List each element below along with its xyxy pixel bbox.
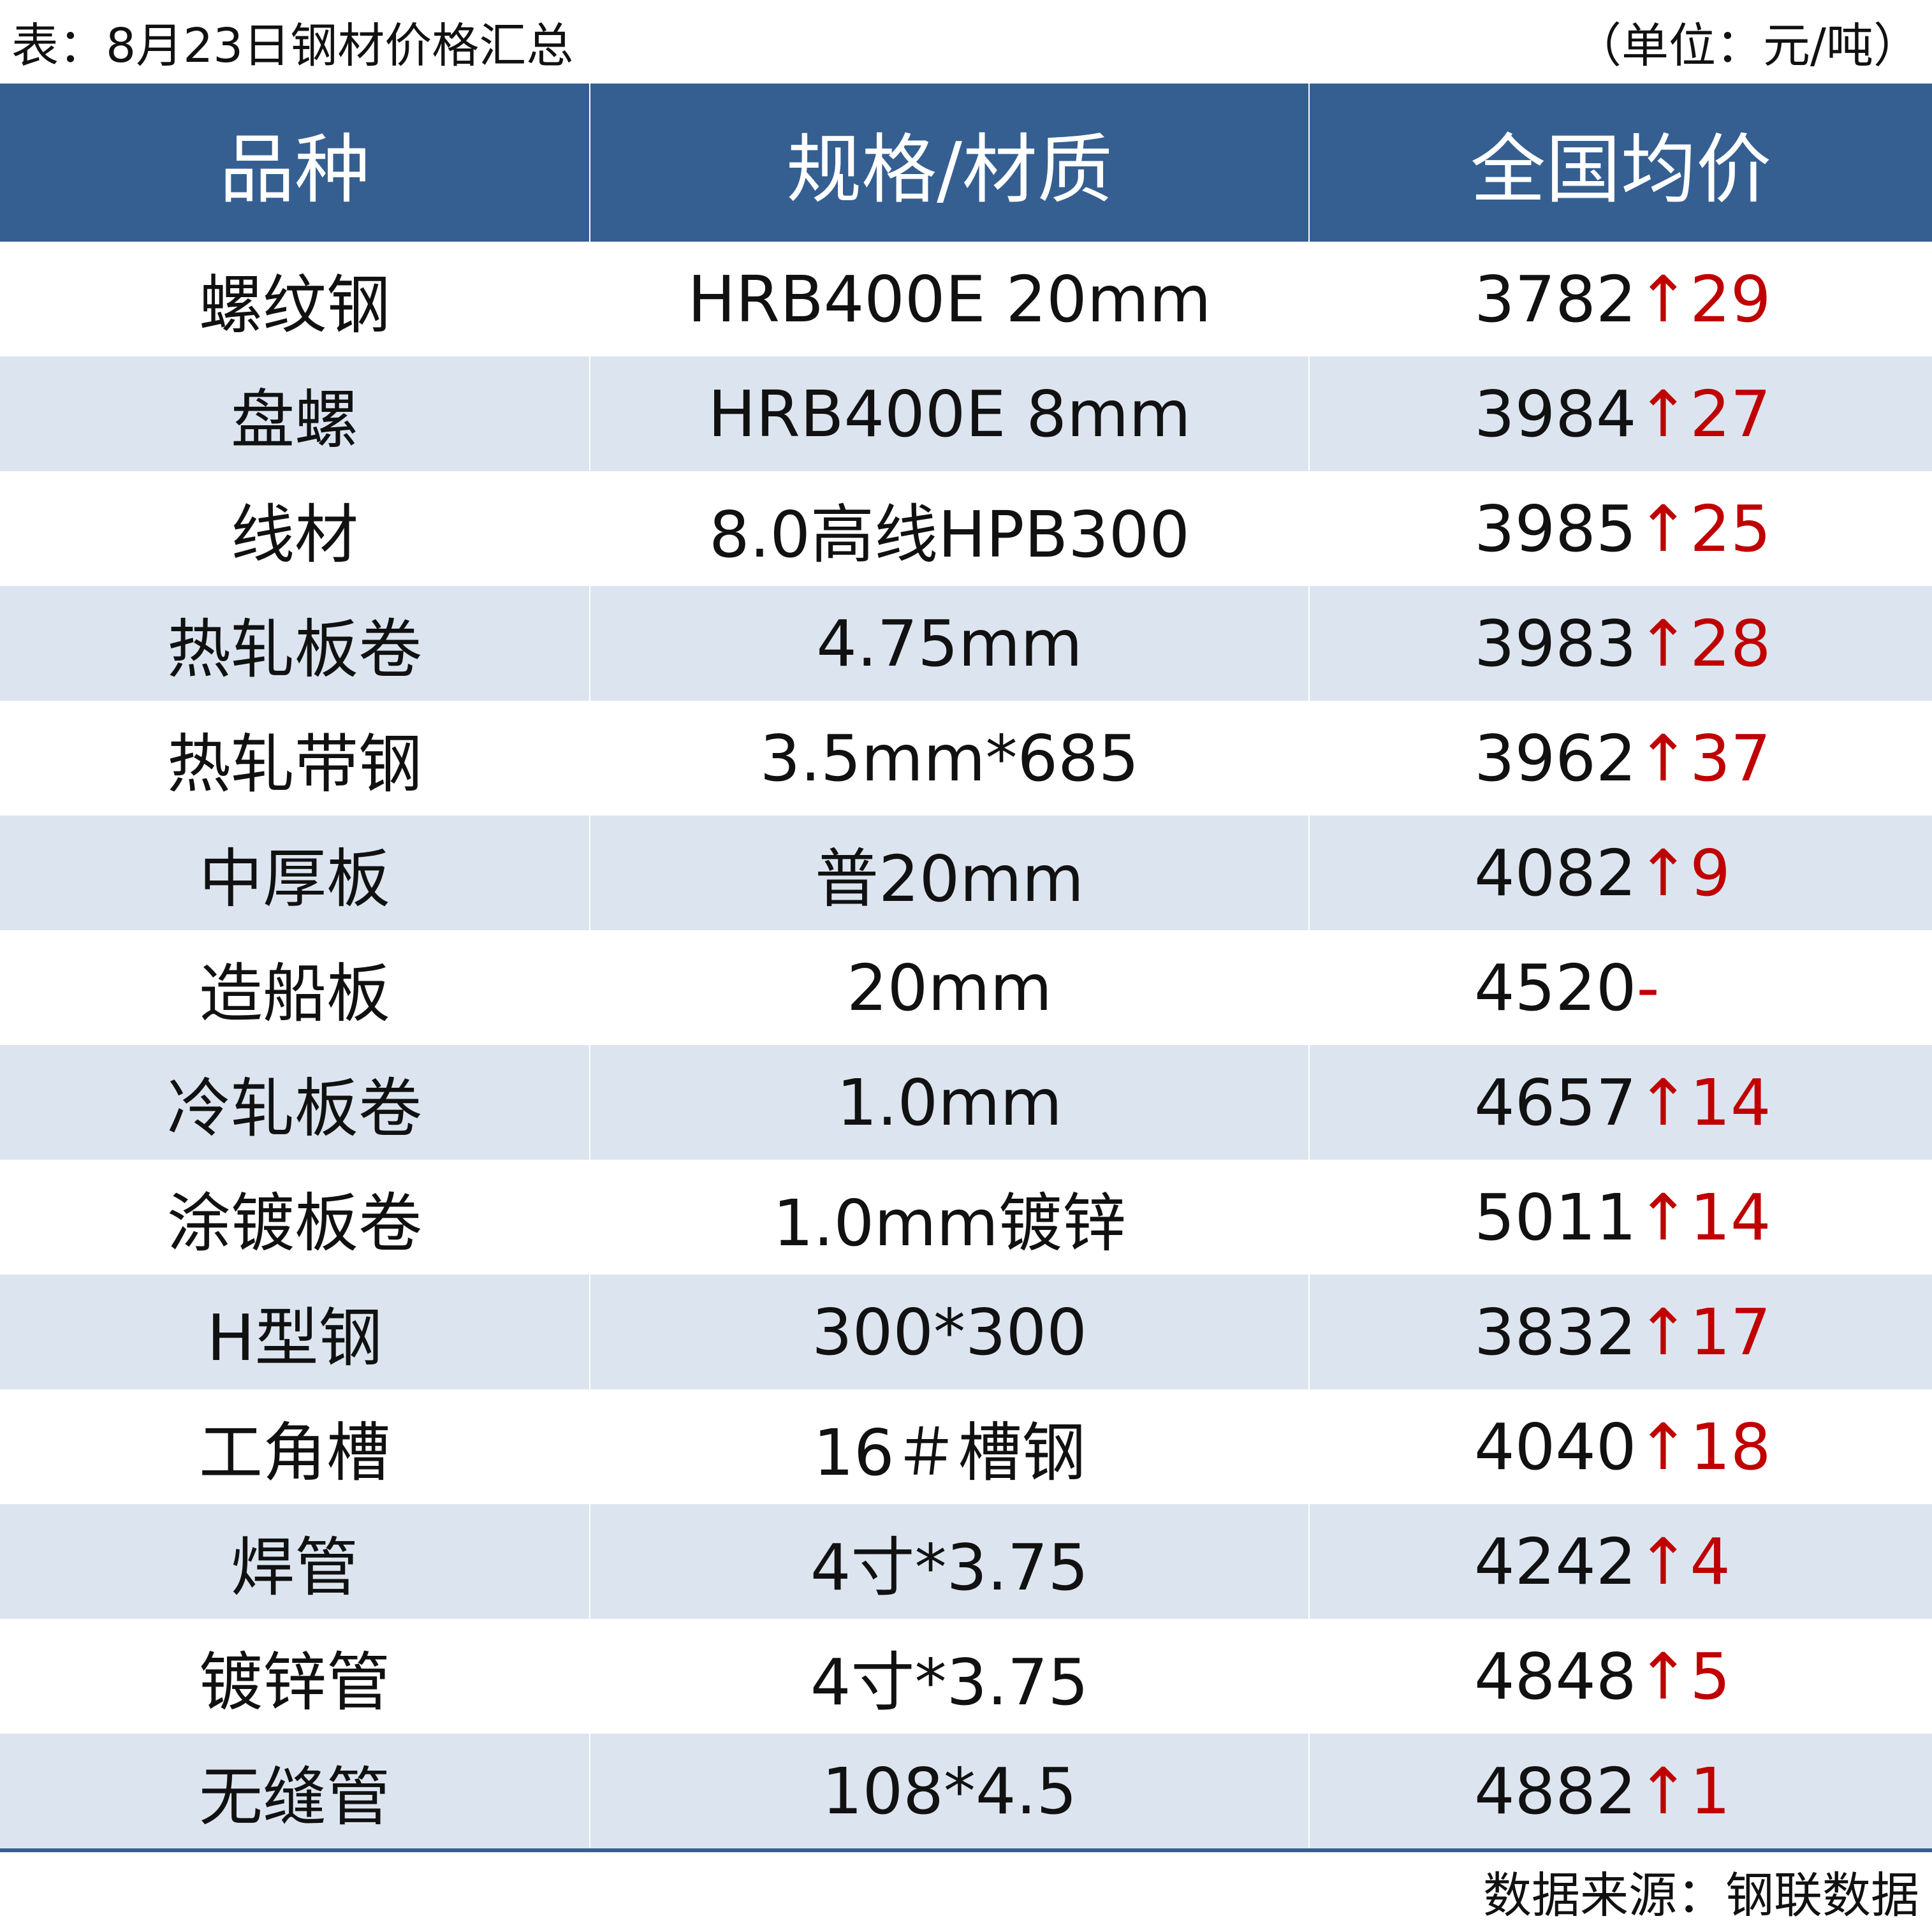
price-table: 品种 规格/材质 全国均价 螺纹钢 HRB400E 20mm 3782 ↑29 盘螺 HRB40… bbox=[0, 84, 1932, 1848]
price-change: ↑25 bbox=[1636, 491, 1771, 566]
price: 3832 bbox=[1474, 1294, 1637, 1370]
source: 数据来源：钢联数据 bbox=[1483, 1866, 1919, 1924]
price-cell: 3984 ↑27 bbox=[1308, 356, 1932, 471]
price-change: ↑9 bbox=[1636, 835, 1731, 910]
spec-cell: 4寸*3.75 bbox=[589, 1619, 1308, 1734]
price-cell: 4082 ↑9 bbox=[1308, 815, 1932, 930]
price: 3962 bbox=[1474, 720, 1637, 796]
price-cell: 4657 ↑14 bbox=[1308, 1045, 1932, 1160]
price-cell: 4520- bbox=[1308, 930, 1932, 1045]
spec-cell: 4.75mm bbox=[589, 586, 1308, 701]
product-cell: 焊管 bbox=[0, 1504, 589, 1619]
product-cell: 盘螺 bbox=[0, 356, 589, 471]
spec-cell: HRB400E 8mm bbox=[589, 356, 1308, 471]
price-cell: 4040 ↑18 bbox=[1308, 1389, 1932, 1504]
price-change: ↑4 bbox=[1636, 1524, 1731, 1599]
title-bar: 表：8月23日钢材价格汇总 （单位：元/吨） bbox=[0, 0, 1932, 84]
price-change: ↑27 bbox=[1636, 376, 1771, 451]
price: 4882 bbox=[1474, 1753, 1637, 1829]
price-cell: 3782 ↑29 bbox=[1308, 242, 1932, 356]
price-change: ↑17 bbox=[1636, 1294, 1771, 1370]
spec-cell: 16＃槽钢 bbox=[589, 1389, 1308, 1504]
product-cell: 镀锌管 bbox=[199, 1644, 390, 1720]
price-change: ↑37 bbox=[1636, 720, 1771, 796]
spec-cell: HRB400E 20mm bbox=[589, 242, 1308, 356]
price: 4242 bbox=[1474, 1524, 1637, 1599]
column-header: 规格/材质 bbox=[589, 84, 1308, 242]
spec-cell: 1.0mm镀锌 bbox=[589, 1160, 1308, 1275]
price: 4520 bbox=[1474, 950, 1637, 1025]
price: 5011 bbox=[1474, 1180, 1637, 1255]
price-change: ↑29 bbox=[1636, 261, 1771, 337]
price: 4082 bbox=[1474, 835, 1637, 910]
price-change: - bbox=[1636, 950, 1660, 1025]
spec-cell: 108*4.5 bbox=[589, 1734, 1308, 1848]
price: 4657 bbox=[1474, 1065, 1637, 1140]
product-cell: 热轧板卷 bbox=[0, 586, 589, 701]
bottom-rule bbox=[0, 1848, 1932, 1852]
price-cell: 3985 ↑25 bbox=[1308, 471, 1932, 586]
price: 3782 bbox=[1474, 261, 1637, 337]
product-cell: 螺纹钢 bbox=[199, 267, 390, 342]
product-cell: 线材 bbox=[231, 497, 358, 572]
unit: （单位：元/吨） bbox=[1574, 18, 1921, 73]
price: 4848 bbox=[1474, 1639, 1637, 1714]
product-cell: H型钢 bbox=[0, 1275, 589, 1389]
price-change: ↑1 bbox=[1636, 1753, 1731, 1829]
price: 3985 bbox=[1474, 491, 1637, 566]
product-cell: 中厚板 bbox=[0, 815, 589, 930]
spec-cell: 普20mm bbox=[589, 815, 1308, 930]
price: 3984 bbox=[1474, 376, 1637, 451]
product-cell: 热轧带钢 bbox=[167, 726, 422, 801]
column-header: 全国均价 bbox=[1308, 84, 1932, 242]
spec-cell: 8.0高线HPB300 bbox=[589, 471, 1308, 586]
title: 表：8月23日钢材价格汇总 bbox=[11, 18, 574, 73]
product-cell: 冷轧板卷 bbox=[0, 1045, 589, 1160]
price-change: ↑28 bbox=[1636, 606, 1771, 681]
price-change: ↑18 bbox=[1636, 1409, 1771, 1484]
column-header: 品种 bbox=[0, 84, 589, 242]
price-cell: 4848 ↑5 bbox=[1308, 1619, 1932, 1734]
spec-cell: 20mm bbox=[589, 930, 1308, 1045]
spec-cell: 300*300 bbox=[589, 1275, 1308, 1389]
price-cell: 5011 ↑14 bbox=[1308, 1160, 1932, 1275]
product-cell: 无缝管 bbox=[0, 1734, 589, 1848]
spec-cell: 1.0mm bbox=[589, 1045, 1308, 1160]
price-cell: 3832 ↑17 bbox=[1308, 1275, 1932, 1389]
price-cell: 3962 ↑37 bbox=[1308, 701, 1932, 815]
price-cell: 4242 ↑4 bbox=[1308, 1504, 1932, 1619]
price-change: ↑5 bbox=[1636, 1639, 1731, 1714]
spec-cell: 3.5mm*685 bbox=[589, 701, 1308, 815]
price: 3983 bbox=[1474, 606, 1637, 681]
price-change: ↑14 bbox=[1636, 1180, 1771, 1255]
spec-cell: 4寸*3.75 bbox=[589, 1504, 1308, 1619]
price-cell: 4882 ↑1 bbox=[1308, 1734, 1932, 1848]
product-cell: 造船板 bbox=[199, 956, 390, 1031]
product-cell: 工角槽 bbox=[199, 1415, 390, 1490]
product-cell: 涂镀板卷 bbox=[167, 1185, 422, 1261]
price-change: ↑14 bbox=[1636, 1065, 1771, 1140]
price: 4040 bbox=[1474, 1409, 1637, 1484]
price-cell: 3983 ↑28 bbox=[1308, 586, 1932, 701]
